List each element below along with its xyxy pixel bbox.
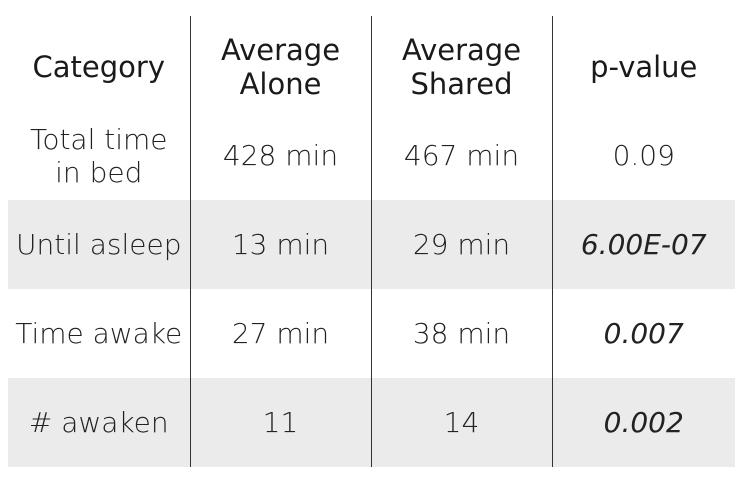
cell-average-shared: 38 min: [370, 289, 552, 378]
header-average-alone: Average Alone: [189, 16, 371, 111]
cell-p-value: 0.09: [551, 111, 735, 200]
cell-average-shared: 29 min: [370, 200, 552, 289]
cell-average-shared: 467 min: [370, 111, 552, 200]
cell-average-alone: 27 min: [189, 289, 371, 378]
cell-p-value: 6.00E-07: [551, 200, 735, 289]
header-row: Category Average Alone Average Shared p-…: [8, 16, 735, 111]
cell-category: Total time in bed: [29, 122, 168, 189]
cell-average-shared: 14: [370, 378, 552, 467]
cell-average-alone: 428 min: [189, 111, 371, 200]
table-row: # awaken 11 14 0.002: [8, 378, 735, 467]
header-category: Category: [32, 49, 165, 84]
cell-p-value: 0.007: [551, 289, 735, 378]
cell-average-alone: 11: [189, 378, 371, 467]
table-row: Until asleep 13 min 29 min 6.00E-07: [8, 200, 735, 289]
table-body: Total time in bed 428 min 467 min 0.09 U…: [8, 111, 735, 467]
table-row: Total time in bed 428 min 467 min 0.09: [8, 111, 735, 200]
cell-category: Time awake: [15, 317, 183, 350]
cell-category: Until asleep: [8, 200, 190, 289]
table-header: Category Average Alone Average Shared p-…: [8, 16, 735, 111]
header-p-value: p-value: [551, 16, 735, 111]
cell-category: # awaken: [8, 378, 190, 467]
table-row: Time awake 27 min 38 min 0.007: [8, 289, 735, 378]
sleep-comparison-table: Category Average Alone Average Shared p-…: [8, 16, 735, 467]
cell-p-value: 0.002: [551, 378, 735, 467]
cell-average-alone: 13 min: [189, 200, 371, 289]
header-average-shared: Average Shared: [370, 16, 552, 111]
